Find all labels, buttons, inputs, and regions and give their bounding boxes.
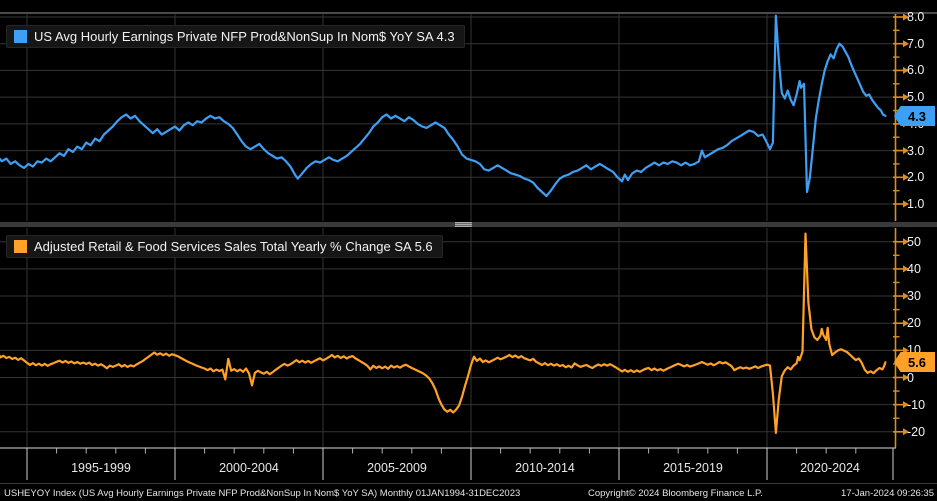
x-axis-section-label: 2010-2014 (515, 461, 575, 475)
axis-tick-arrow-icon (903, 265, 909, 273)
axis-tick-arrow-icon (903, 401, 909, 409)
y-tick-label: 2.0 (907, 170, 925, 185)
x-axis-section-label: 2020-2024 (800, 461, 860, 475)
footer-timestamp: 17-Jan-2024 09:26:35 (841, 488, 934, 499)
x-axis-section-label: 2015-2019 (663, 461, 723, 475)
axis-tick-arrow-icon (903, 40, 909, 48)
x-axis-section-label: 2005-2009 (367, 461, 427, 475)
axis-tick-arrow-icon (903, 374, 909, 381)
axis-tick-arrow-icon (903, 13, 909, 21)
y-tick-label: -10 (907, 397, 926, 412)
x-axis-section-label: 2000-2004 (219, 461, 279, 475)
bottom-series-line (0, 232, 887, 434)
legend-top-label: US Avg Hourly Earnings Private NFP Prod&… (34, 29, 455, 44)
y-tick-label: 50 (907, 234, 921, 249)
footer-ticker-description: USHEYOY Index (US Avg Hourly Earnings Pr… (4, 488, 521, 499)
y-tick-label: 30 (907, 289, 921, 304)
y-tick-label: 7.0 (907, 36, 925, 51)
y-tick-label: 40 (907, 261, 921, 276)
axis-tick-arrow-icon (903, 66, 909, 74)
footer-copyright: Copyright© 2024 Bloomberg Finance L.P. (588, 488, 763, 499)
axis-tick-arrow-icon (903, 428, 909, 436)
axis-tick-arrow-icon (903, 319, 909, 327)
y-tick-label: -20 (907, 424, 926, 439)
y-tick-label: 6.0 (907, 63, 925, 78)
x-axis-section-label: 1995-1999 (71, 461, 131, 475)
last-value-badge-bottom: 5.6 (894, 352, 935, 372)
y-tick-label: 1.0 (907, 197, 925, 211)
y-tick-label: 8.0 (907, 10, 925, 24)
panel-top-border (0, 12, 937, 14)
blue-series-swatch-icon (14, 30, 27, 43)
y-tick-label: 5.0 (907, 90, 925, 105)
orange-series-swatch-icon (14, 240, 27, 253)
y-tick-label: 20 (907, 316, 921, 331)
legend-top-series[interactable]: US Avg Hourly Earnings Private NFP Prod&… (6, 25, 465, 48)
legend-bottom-series[interactable]: Adjusted Retail & Food Services Sales To… (6, 235, 443, 258)
footer-bar: USHEYOY Index (US Avg Hourly Earnings Pr… (0, 483, 937, 501)
y-tick-label: 3.0 (907, 143, 925, 158)
panel-resize-handle[interactable] (455, 222, 472, 227)
axis-tick-arrow-icon (903, 147, 909, 155)
axis-tick-arrow-icon (903, 93, 909, 101)
top-series-line (0, 14, 887, 198)
axis-tick-arrow-icon (903, 238, 909, 246)
legend-bottom-label: Adjusted Retail & Food Services Sales To… (34, 239, 433, 254)
last-value-badge-top: 4.3 (894, 106, 935, 126)
axis-tick-arrow-icon (903, 292, 909, 300)
y-tick-label: 0 (907, 370, 914, 385)
axis-tick-arrow-icon (903, 173, 909, 181)
axis-tick-arrow-icon (903, 200, 909, 208)
